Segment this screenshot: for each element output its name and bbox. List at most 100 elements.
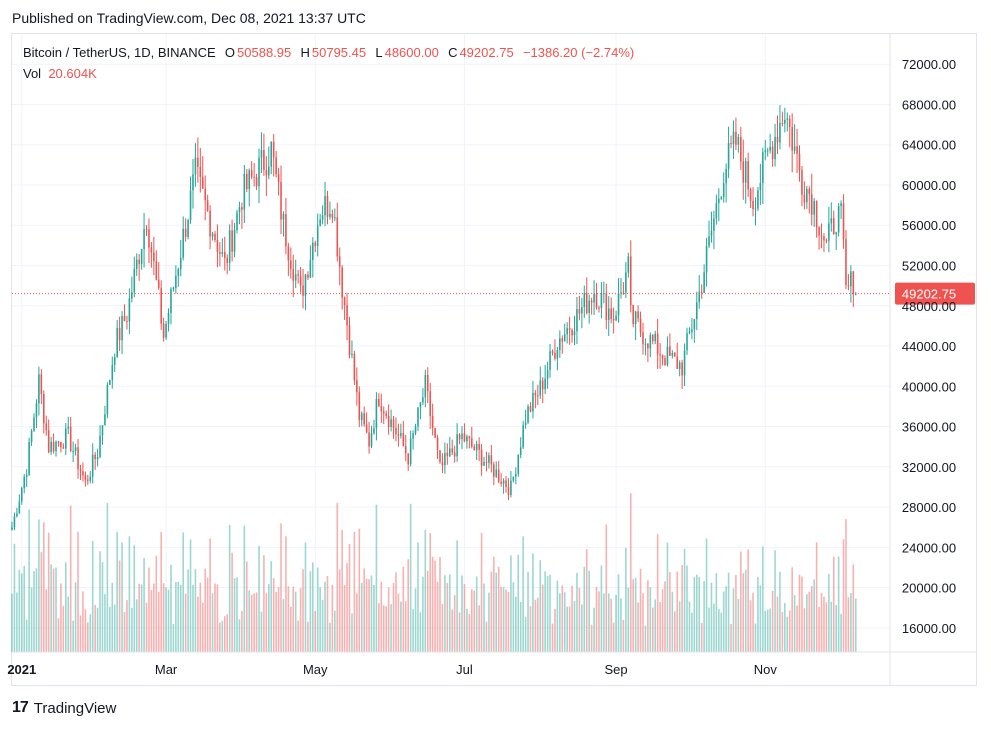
candle-body [649, 334, 652, 349]
volume-bar [329, 622, 331, 652]
candle-body [749, 189, 752, 201]
volume-bar [429, 533, 432, 652]
candle-body [730, 143, 732, 145]
last-price-label: 49202.75 [902, 287, 956, 302]
volume-bar [556, 580, 559, 652]
candle-body [771, 146, 774, 160]
candle-body [426, 374, 429, 392]
volume-bar [184, 593, 187, 652]
candle-body [153, 252, 155, 262]
last-price-line: 49202.75 [12, 282, 975, 305]
volume-bar [788, 610, 791, 652]
volume-bar [407, 559, 410, 652]
volume-bar [559, 593, 561, 652]
candle-body [803, 194, 806, 203]
volume-legend: Vol 20.604K [23, 66, 97, 81]
candle-body [581, 307, 583, 314]
volume-bar [762, 546, 764, 652]
volume-bar [678, 601, 681, 652]
candle-body [94, 454, 96, 460]
volume-bar [779, 571, 781, 652]
candle-body [74, 447, 77, 451]
candle-body [456, 434, 458, 457]
candle-body [60, 441, 62, 448]
candle-body [38, 374, 40, 404]
candle-body [620, 292, 622, 294]
candle-body [214, 233, 216, 241]
published-note: Published on TradingView.com, Dec 08, 20… [12, 10, 366, 26]
open-value: 50588.95 [237, 45, 292, 60]
volume-bar [610, 598, 612, 652]
candle-body [67, 426, 70, 429]
candle-body [55, 441, 57, 452]
time-axis: 2021 Mar May Jul Sep Nov [7, 651, 977, 677]
volume-bar [502, 587, 505, 652]
candle-body [551, 351, 554, 353]
volume-bar [38, 519, 40, 652]
candle-body [600, 293, 603, 308]
candle-body [629, 256, 632, 306]
volume-bar [461, 575, 463, 652]
candle-body [96, 457, 99, 460]
chart-frame[interactable] [11, 33, 977, 686]
volume-bar [370, 575, 373, 652]
symbol-label: Bitcoin / TetherUS, 1D, BINANCE [23, 45, 216, 60]
low-label: L [375, 45, 383, 60]
volume-bar [272, 578, 275, 652]
candle-body [402, 433, 405, 447]
volume-bar [637, 602, 639, 652]
tradingview-footer[interactable]: 17 TradingView [12, 699, 116, 717]
volume-bar [206, 577, 209, 652]
volume-bar [456, 540, 458, 652]
volume-bar [91, 540, 94, 652]
candle-body [417, 407, 419, 427]
candle-body [568, 328, 571, 330]
candle-body [515, 473, 517, 477]
candle-body [549, 351, 551, 371]
volume-bar [522, 536, 524, 652]
volume-bar [803, 608, 806, 652]
volume-bar [47, 532, 50, 652]
candle-body [732, 131, 735, 144]
volume-bar [231, 552, 233, 652]
volume-bar [546, 575, 549, 652]
y-tick-label: 20000.00 [902, 581, 956, 596]
volume-bar [722, 591, 725, 652]
volume-bar [187, 569, 189, 652]
volume-bar [77, 531, 79, 652]
candle-body [522, 425, 524, 448]
candle-body [847, 285, 850, 287]
candle-body [297, 274, 299, 276]
candle-body [319, 219, 321, 226]
volume-bar [299, 588, 302, 652]
candle-body [517, 454, 520, 474]
volume-bar [492, 556, 495, 652]
volume-bar [211, 593, 214, 652]
candle-body [502, 480, 505, 484]
candle-body [133, 268, 136, 293]
candle-body [106, 384, 109, 415]
volume-bar [534, 599, 537, 652]
candle-body [267, 166, 270, 176]
volume-bar [72, 620, 74, 652]
volume-bar [351, 613, 353, 652]
candle-body [669, 346, 671, 356]
volume-bar [50, 564, 52, 652]
volume-bar [735, 574, 737, 652]
x-tick-label: 2021 [7, 662, 36, 677]
candle-body [590, 300, 593, 303]
volume-bar [583, 566, 586, 652]
volume-bar [11, 593, 13, 652]
change-value: −1386.20 (−2.74%) [522, 45, 635, 60]
candle-body [221, 252, 224, 254]
candle-body [104, 414, 106, 426]
candle-body [123, 316, 126, 322]
volume-bar [744, 569, 747, 652]
candle-body [165, 323, 167, 338]
volume-bar [216, 584, 219, 652]
candle-body [627, 256, 630, 273]
volume-bar [422, 576, 424, 652]
candle-body [605, 293, 608, 321]
candle-body [561, 338, 564, 342]
